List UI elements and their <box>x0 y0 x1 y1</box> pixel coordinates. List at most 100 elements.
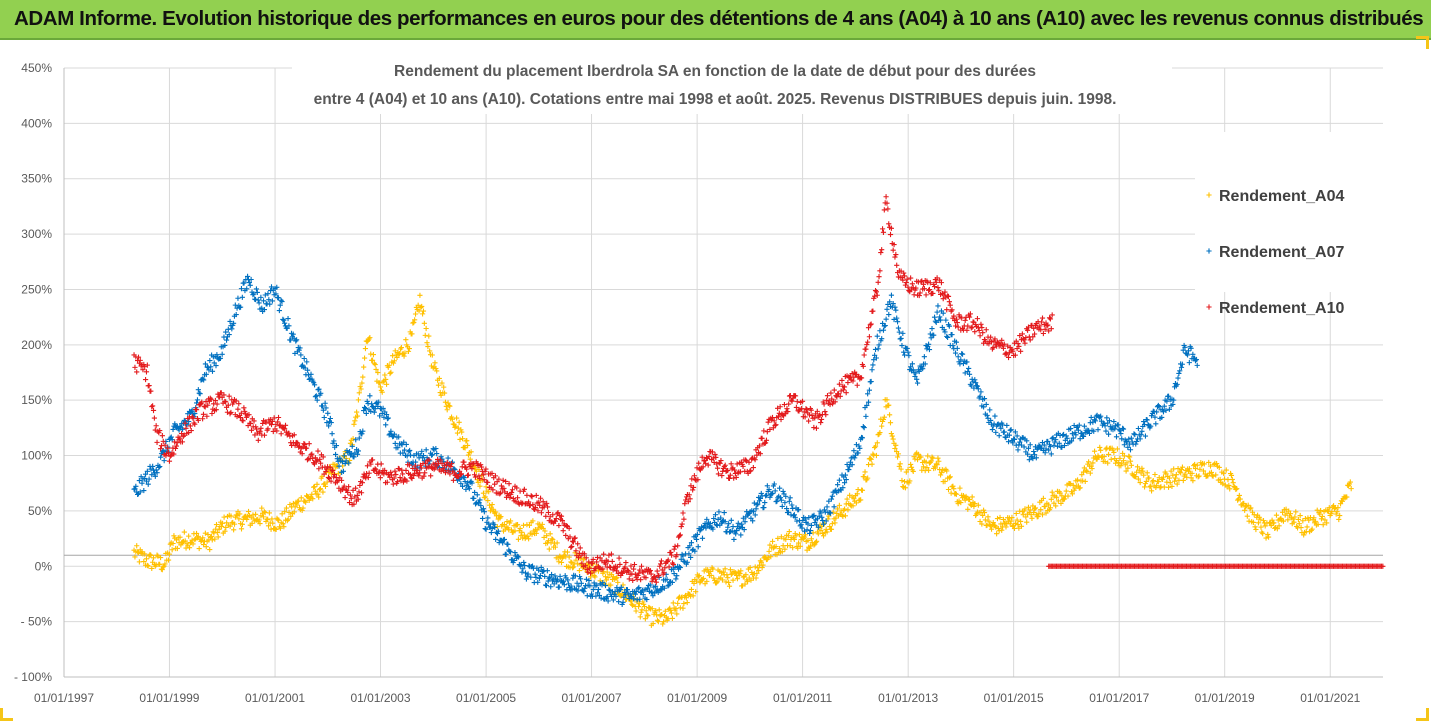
data-point <box>1119 436 1125 442</box>
data-point <box>1171 397 1177 403</box>
data-point <box>671 570 677 577</box>
data-point <box>416 473 422 479</box>
data-point <box>1001 429 1007 435</box>
data-point <box>1057 490 1063 496</box>
data-point <box>254 289 260 295</box>
data-point <box>303 499 309 505</box>
data-point <box>1339 498 1345 504</box>
data-point <box>373 467 379 473</box>
data-point <box>739 521 745 527</box>
data-point <box>586 577 592 584</box>
data-point <box>1098 447 1104 453</box>
data-point <box>1175 466 1181 472</box>
data-point <box>1005 439 1012 445</box>
data-point <box>1279 509 1286 515</box>
data-point <box>754 452 760 458</box>
data-point <box>630 577 636 584</box>
data-point <box>392 468 398 474</box>
x-tick-label: 01/01/2015 <box>984 691 1044 705</box>
data-point <box>613 593 619 599</box>
data-point <box>608 582 614 588</box>
data-point <box>383 422 389 428</box>
data-point <box>149 404 155 410</box>
data-point <box>503 551 509 557</box>
data-point <box>896 463 902 469</box>
data-point <box>546 546 552 552</box>
data-point <box>908 275 914 281</box>
data-point <box>1280 518 1287 524</box>
data-point <box>645 613 651 619</box>
data-point <box>423 447 429 453</box>
data-point <box>665 583 671 589</box>
data-point <box>917 290 923 296</box>
data-point <box>639 607 645 613</box>
data-point <box>490 506 496 512</box>
data-point <box>818 416 825 423</box>
data-point <box>1121 453 1127 459</box>
data-point <box>983 327 989 333</box>
data-point <box>476 473 482 479</box>
data-point <box>458 471 464 477</box>
data-point <box>1089 465 1095 472</box>
data-point <box>935 284 941 291</box>
data-point <box>988 334 994 340</box>
data-point <box>1211 461 1217 468</box>
data-point <box>1194 362 1200 368</box>
data-point <box>472 474 479 480</box>
data-point <box>1115 459 1121 466</box>
data-point <box>1048 326 1054 332</box>
data-point <box>683 494 690 500</box>
data-point <box>686 492 692 498</box>
data-point <box>544 500 550 506</box>
x-tick-label: 01/01/2021 <box>1300 691 1360 705</box>
data-point <box>378 461 384 467</box>
data-point <box>352 450 358 456</box>
data-point <box>918 454 924 460</box>
data-point <box>755 501 761 507</box>
data-point <box>1035 513 1041 520</box>
data-point <box>507 494 513 501</box>
data-point <box>386 362 392 368</box>
data-point <box>778 416 784 423</box>
data-point <box>1053 494 1060 500</box>
data-point <box>560 578 567 584</box>
data-point <box>396 434 402 440</box>
data-point <box>1182 471 1188 477</box>
data-point <box>826 513 832 519</box>
data-point <box>647 568 653 574</box>
data-point <box>428 473 434 479</box>
data-point <box>154 552 160 558</box>
data-point <box>733 531 739 537</box>
data-point <box>971 385 977 391</box>
data-point <box>629 601 635 607</box>
data-point <box>415 451 421 457</box>
data-point <box>366 470 372 476</box>
data-point <box>281 524 287 530</box>
data-point <box>802 532 808 538</box>
data-point <box>805 537 811 544</box>
data-point <box>636 601 643 607</box>
data-point <box>178 430 185 437</box>
data-point <box>1146 475 1152 481</box>
data-point <box>372 361 378 368</box>
data-point <box>500 540 506 546</box>
data-point <box>569 543 575 550</box>
data-point <box>881 207 887 213</box>
data-point <box>525 571 531 577</box>
data-point <box>827 401 833 408</box>
data-point <box>568 583 574 589</box>
data-point <box>987 407 993 413</box>
data-point <box>908 464 915 470</box>
data-point <box>648 571 654 577</box>
data-point <box>204 413 210 419</box>
data-point <box>570 564 577 570</box>
data-point <box>827 523 833 530</box>
data-point <box>1069 431 1075 437</box>
data-point <box>982 517 988 523</box>
data-point <box>1077 436 1083 442</box>
data-point <box>931 332 937 338</box>
data-point <box>238 526 245 532</box>
data-point <box>942 478 948 485</box>
data-point <box>253 286 260 292</box>
data-point <box>895 325 902 331</box>
